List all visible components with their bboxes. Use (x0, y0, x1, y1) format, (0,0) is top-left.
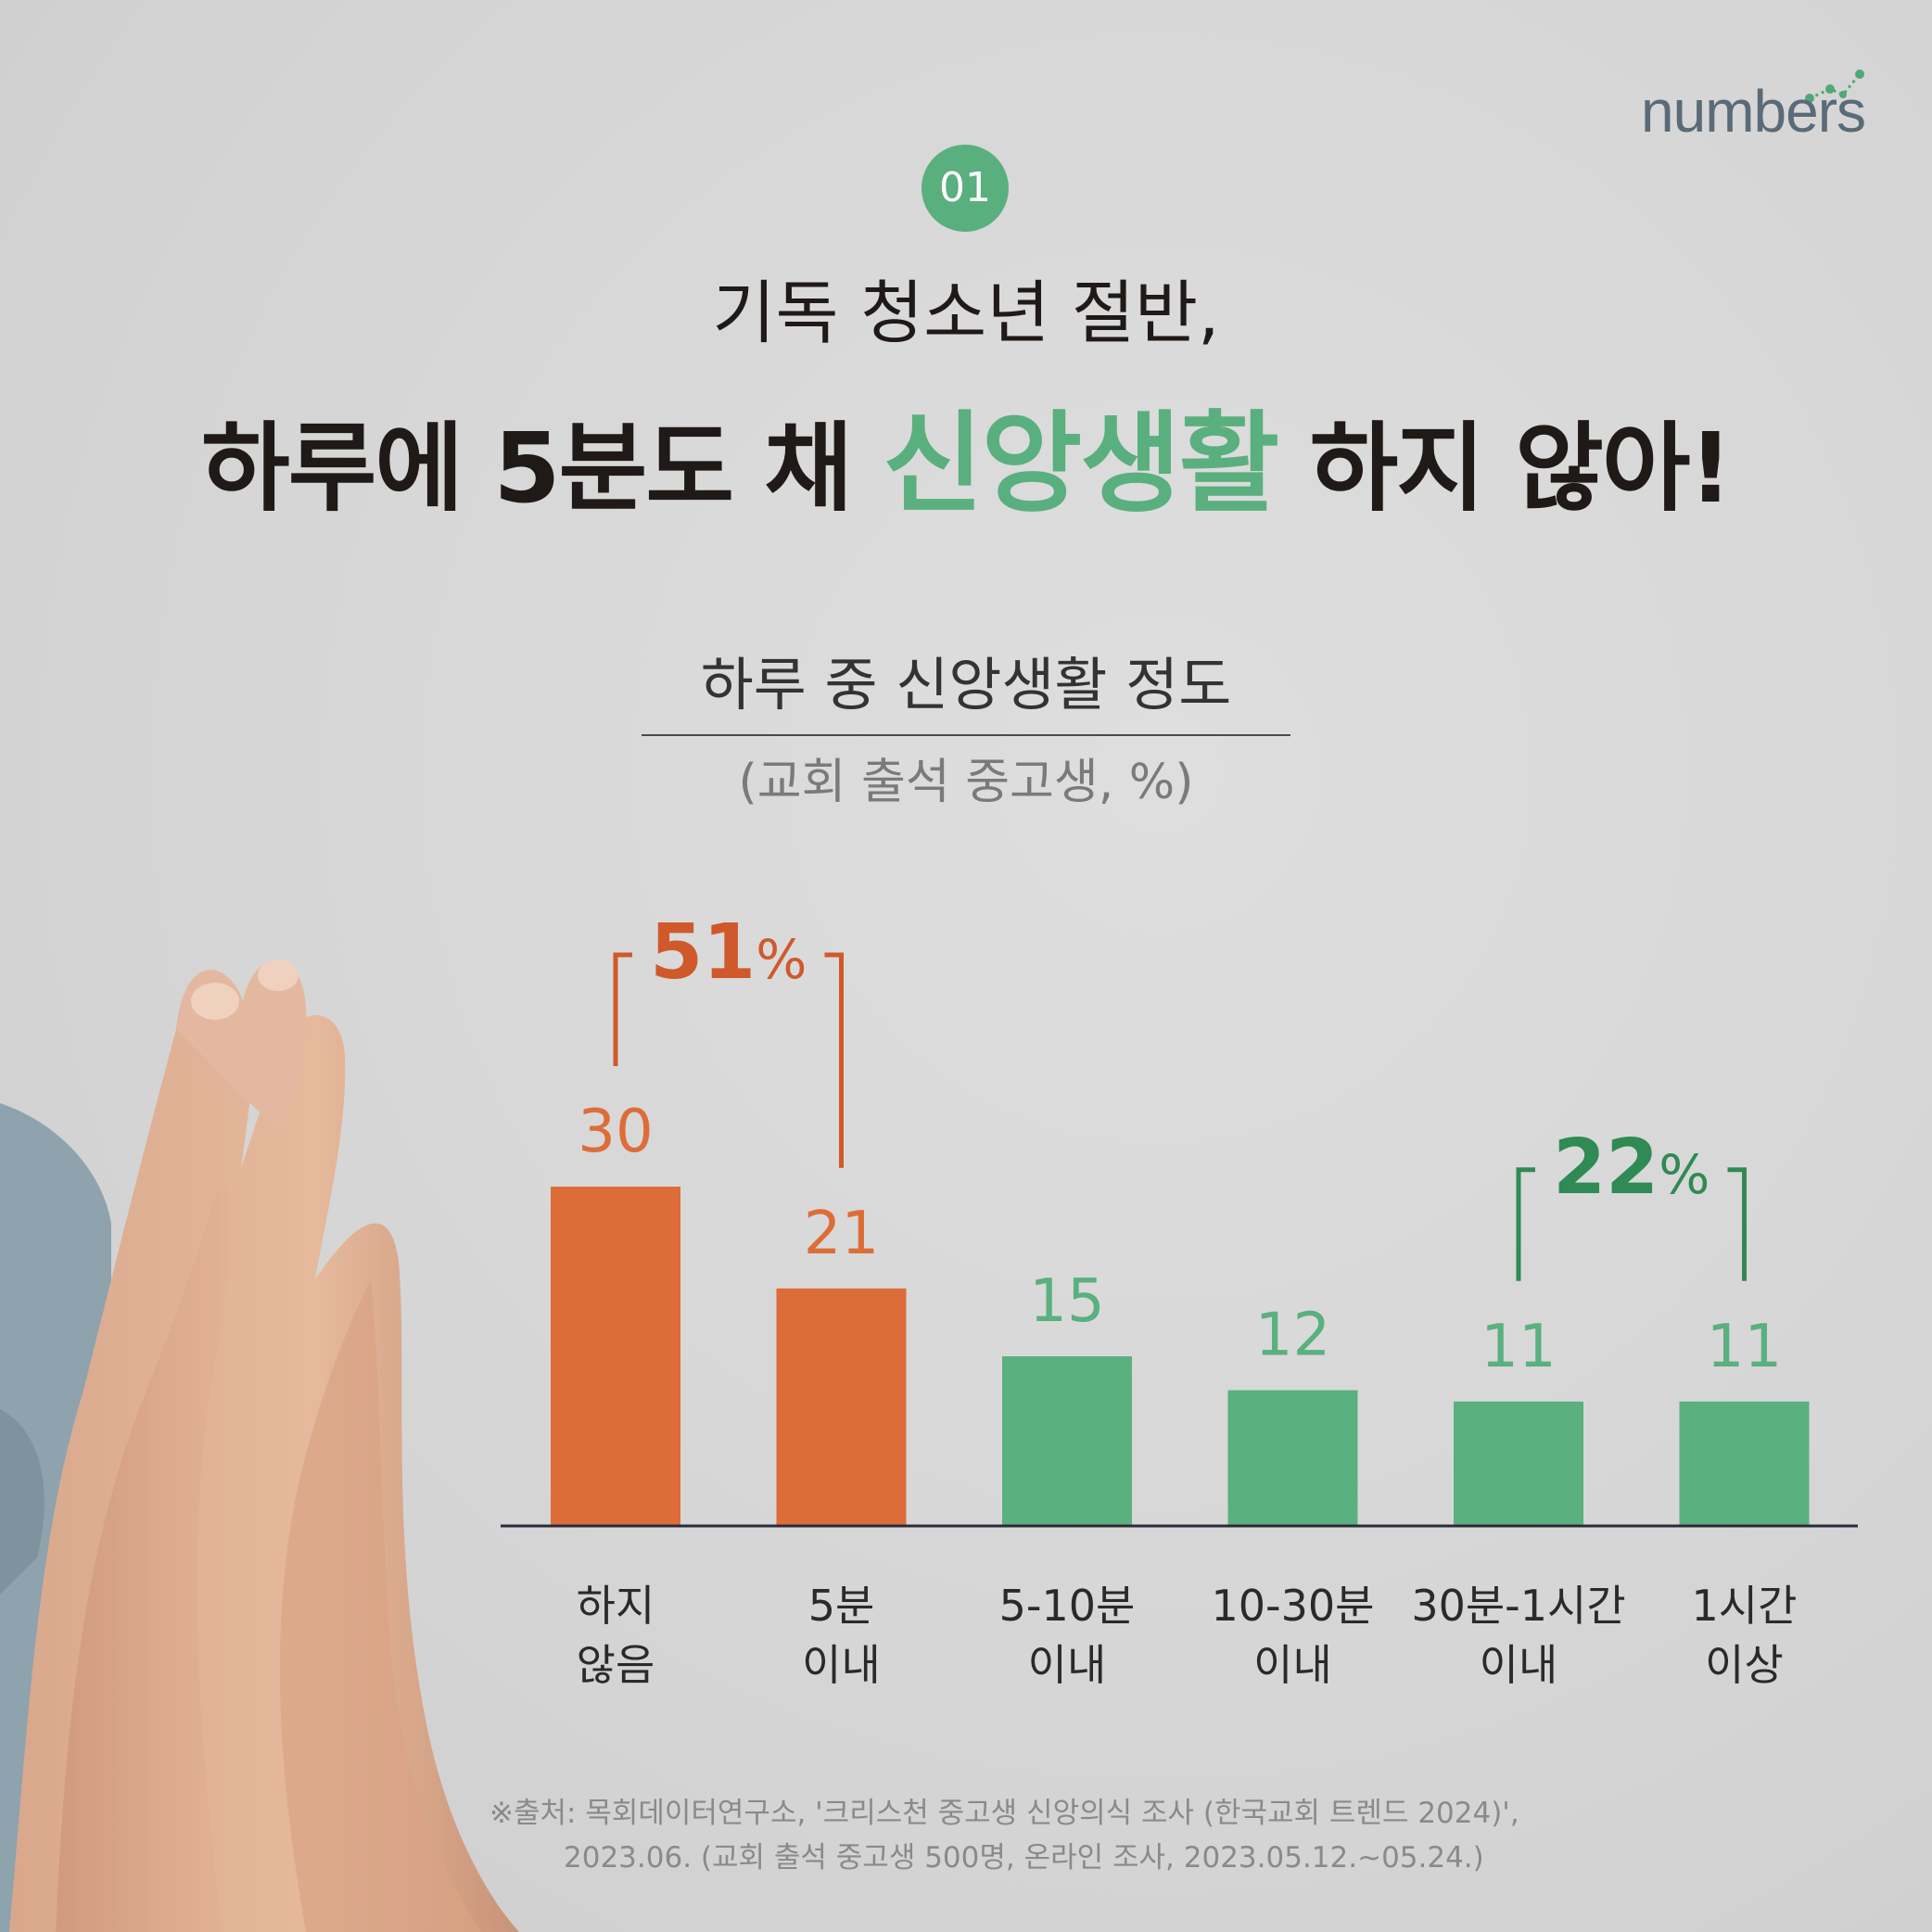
group-total-label-0: 51% (650, 909, 807, 997)
headline-line1: 기독 청소년 절반, (712, 273, 1220, 353)
category-label-2-1: 이내 (1028, 1640, 1107, 1690)
logo-text: numbers (1641, 78, 1866, 145)
section-number-badge: 01 (922, 145, 1009, 232)
category-label-0-0: 하지 (577, 1581, 655, 1631)
category-label-4-1: 이내 (1480, 1640, 1558, 1690)
category-label-1-0: 5분 (808, 1581, 875, 1631)
value-label-5: 11 (1707, 1313, 1782, 1381)
bracket-right-0 (824, 952, 844, 1168)
category-label-5-0: 1시간 (1692, 1581, 1798, 1631)
logo-dots-icon (1805, 70, 1864, 103)
headline-line2: 하루에 5분도 채 신앙생활 하지 않아! (0, 403, 1932, 525)
value-label-1: 21 (804, 1200, 879, 1268)
source-note: ※출처: 목회데이터연구소, '크리스천 중고생 신앙의식 조사 (한국교회 트… (489, 1791, 1519, 1880)
bar-3 (1227, 1390, 1358, 1526)
chart-subtitle: (교회 출석 중고생, %) (738, 755, 1194, 810)
category-label-2-0: 5-10분 (999, 1581, 1136, 1631)
bracket-left-1 (1516, 1167, 1535, 1281)
category-label-5-1: 이상 (1705, 1640, 1784, 1690)
category-label-3-0: 10-30분 (1212, 1581, 1375, 1631)
bracket-left-0 (613, 952, 632, 1066)
category-label-4-0: 30분-1시간 (1411, 1581, 1625, 1631)
category-label-0-1: 않음 (577, 1640, 655, 1690)
brand-logo: numbers (1587, 67, 1866, 145)
headline-line2-before: 하루에 5분도 채 (201, 412, 883, 525)
bar-5 (1679, 1401, 1810, 1526)
bar-1 (776, 1288, 907, 1526)
headline-line2-after: 하지 않아! (1277, 412, 1733, 525)
value-label-4: 11 (1481, 1313, 1556, 1381)
group-total-label-1: 22% (1553, 1124, 1710, 1212)
value-label-2: 15 (1029, 1267, 1104, 1336)
chart-title: 하루 중 신앙생활 정도 (700, 651, 1232, 718)
source-line1: ※출처: 목회데이터연구소, '크리스천 중고생 신앙의식 조사 (한국교회 트… (489, 1797, 1519, 1830)
bar-4 (1454, 1401, 1583, 1526)
bracket-right-1 (1727, 1167, 1747, 1281)
value-label-3: 12 (1255, 1302, 1330, 1370)
bar-2 (1002, 1356, 1132, 1526)
value-label-0: 30 (578, 1098, 653, 1166)
chart-title-divider (642, 734, 1290, 736)
category-label-1-1: 이내 (802, 1640, 881, 1690)
bar-0 (551, 1187, 680, 1526)
category-label-3-1: 이내 (1253, 1640, 1332, 1690)
headline-highlight: 신앙생활 (883, 400, 1279, 527)
praying-hands-image (0, 960, 519, 1932)
source-line2: 2023.06. (교회 출석 중고생 500명, 온라인 조사, 2023.0… (564, 1841, 1484, 1875)
